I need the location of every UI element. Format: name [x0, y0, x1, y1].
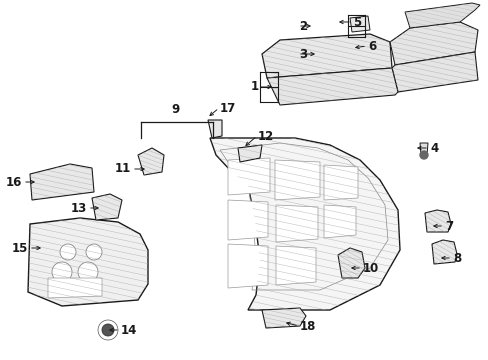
Polygon shape: [48, 278, 102, 298]
Text: 18: 18: [299, 320, 316, 333]
Polygon shape: [431, 240, 456, 264]
Text: 10: 10: [362, 261, 379, 274]
Circle shape: [419, 151, 427, 159]
Polygon shape: [209, 138, 399, 310]
Polygon shape: [404, 3, 479, 28]
Text: 2: 2: [298, 19, 306, 32]
Polygon shape: [238, 145, 262, 162]
Text: 17: 17: [220, 102, 236, 114]
Text: 16: 16: [6, 175, 22, 189]
Polygon shape: [30, 164, 94, 200]
Polygon shape: [349, 16, 369, 32]
Polygon shape: [275, 246, 315, 285]
Polygon shape: [324, 165, 357, 200]
Polygon shape: [28, 218, 148, 306]
Text: 6: 6: [367, 40, 375, 53]
Polygon shape: [92, 194, 122, 220]
Polygon shape: [227, 158, 269, 195]
Text: 14: 14: [121, 324, 137, 337]
Circle shape: [102, 324, 114, 336]
Polygon shape: [262, 34, 391, 78]
Text: 3: 3: [298, 48, 306, 60]
Text: 15: 15: [12, 242, 28, 255]
Polygon shape: [275, 205, 317, 242]
Polygon shape: [262, 308, 305, 328]
Text: 8: 8: [452, 252, 460, 265]
Polygon shape: [337, 248, 364, 278]
Polygon shape: [424, 210, 450, 232]
Polygon shape: [274, 160, 319, 200]
Text: 1: 1: [250, 81, 259, 94]
Polygon shape: [138, 148, 163, 175]
Text: 4: 4: [429, 141, 437, 154]
Circle shape: [60, 244, 76, 260]
Text: 13: 13: [71, 202, 87, 215]
Circle shape: [78, 262, 98, 282]
Polygon shape: [207, 120, 222, 138]
Polygon shape: [324, 205, 355, 238]
Text: 12: 12: [258, 130, 274, 143]
Text: 7: 7: [444, 220, 452, 233]
Circle shape: [52, 262, 72, 282]
Polygon shape: [391, 52, 477, 92]
Polygon shape: [227, 200, 267, 240]
Polygon shape: [266, 68, 397, 105]
Polygon shape: [227, 244, 267, 288]
Text: 9: 9: [170, 103, 179, 116]
Polygon shape: [389, 22, 477, 65]
Text: 11: 11: [115, 162, 131, 175]
Text: 5: 5: [352, 15, 361, 28]
Polygon shape: [419, 143, 427, 155]
Circle shape: [86, 244, 102, 260]
